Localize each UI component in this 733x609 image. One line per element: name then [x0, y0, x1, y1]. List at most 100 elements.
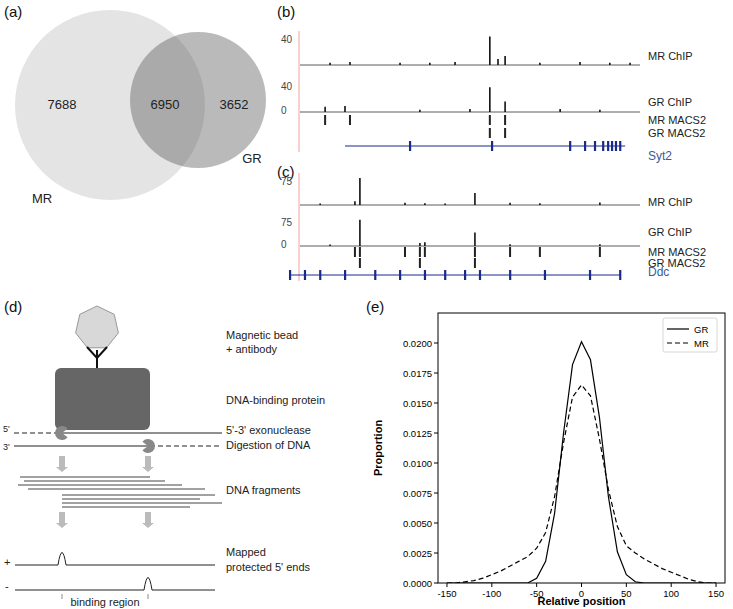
- macs2-peak: [349, 115, 351, 125]
- signal-peak: [469, 109, 471, 112]
- x-tick: [716, 583, 717, 587]
- track-scale: 75: [281, 217, 293, 228]
- panel-label: (e): [366, 298, 384, 315]
- y-tick: [434, 373, 438, 374]
- macs2-peak: [474, 247, 476, 257]
- step-label: 5'-3' exonuclease: [226, 424, 311, 436]
- y-tick-label: 0.0100: [403, 458, 432, 469]
- signal-peak: [539, 63, 541, 65]
- track-scale: 0: [281, 105, 287, 116]
- y-tick-label: 0.0000: [403, 578, 432, 589]
- panel-label: (a): [4, 3, 22, 20]
- signal-peak: [324, 107, 326, 112]
- signal-peak: [599, 202, 601, 205]
- dna-strand: [58, 432, 222, 433]
- dna-fragment: [62, 499, 200, 500]
- macs2-peak: [419, 247, 421, 257]
- gene-exon: [594, 141, 596, 151]
- dna-strand: [14, 445, 150, 446]
- signal-peak: [504, 102, 506, 113]
- caption: binding region: [70, 596, 139, 608]
- x-tick: [491, 583, 492, 587]
- dna-fragment: [62, 507, 190, 508]
- signal-trace: [15, 553, 215, 566]
- x-tick-label: -150: [437, 588, 456, 599]
- gene-exon: [491, 141, 493, 151]
- track-name: MR ChIP: [648, 196, 693, 208]
- signal-peak: [474, 233, 476, 246]
- track-name: MR ChIP: [648, 50, 693, 62]
- plot-area: [447, 342, 716, 583]
- macs2-peak: [359, 247, 361, 257]
- y-tick: [434, 553, 438, 554]
- region-tick: [148, 594, 149, 599]
- x-tick: [671, 583, 672, 587]
- macs2-peak: [504, 115, 506, 125]
- y-tick-label: 0.0150: [403, 398, 432, 409]
- arrow: [56, 512, 68, 528]
- signal-peak: [539, 203, 541, 205]
- y-tick-label: 0.0175: [403, 368, 432, 379]
- macs2-peak: [599, 247, 601, 257]
- dna-strand: [14, 432, 58, 433]
- gene-exon: [409, 141, 411, 151]
- signal-trace: [15, 578, 215, 591]
- gene-name: Ddc: [648, 265, 669, 279]
- gene-exon: [509, 270, 511, 280]
- signal-peak: [497, 59, 499, 65]
- track-scale: 40: [281, 81, 293, 92]
- venn-count: 6950: [151, 97, 180, 112]
- gene-exon: [544, 270, 546, 280]
- gene-exon: [602, 141, 604, 151]
- y-tick: [434, 583, 438, 584]
- step-label: DNA-binding protein: [226, 394, 325, 406]
- gene-exon: [344, 270, 346, 280]
- x-tick-label: 150: [708, 588, 724, 599]
- track-baseline: [300, 205, 640, 206]
- signal-peak: [354, 201, 356, 205]
- venn-circle: [130, 32, 266, 168]
- gene-line: [290, 274, 620, 275]
- signal-label: +: [4, 556, 10, 568]
- gene-exon: [304, 270, 306, 280]
- macs2-peak: [419, 258, 421, 268]
- signal-peak: [329, 63, 331, 65]
- gene-exon: [289, 270, 291, 280]
- macs2-peak: [354, 247, 356, 257]
- y-tick-label: 0.0075: [403, 488, 432, 499]
- signal-peak: [509, 244, 511, 246]
- track-name: GR ChIP: [648, 96, 692, 108]
- step-label: Mapped: [226, 546, 266, 558]
- signal-peak: [344, 106, 346, 112]
- dna-fragment: [62, 495, 215, 496]
- macs2-peak: [324, 115, 326, 125]
- dna-fragment: [24, 481, 165, 482]
- track-scale: 0: [281, 239, 287, 250]
- gene-exon: [619, 141, 621, 151]
- signal-peak: [419, 110, 421, 112]
- figure: (a)768869503652MRGR(b)40MR ChIP400GR ChI…: [0, 0, 733, 609]
- signal-peak: [349, 62, 351, 65]
- y-tick-label: 0.0025: [403, 548, 432, 559]
- gene-exon: [464, 270, 466, 280]
- gene-exon: [399, 270, 401, 280]
- arrow: [142, 456, 154, 472]
- signal-peak: [424, 242, 426, 246]
- macs2-peak: [474, 258, 476, 268]
- gene-exon: [374, 270, 376, 280]
- series-line: [447, 385, 716, 583]
- macs2-peak: [504, 128, 506, 138]
- exonuclease: [142, 439, 155, 453]
- x-tick-label: -100: [482, 588, 501, 599]
- dna-fragment: [18, 485, 182, 486]
- x-tick: [536, 583, 537, 587]
- plot-frame: [438, 313, 725, 583]
- gene-exon: [319, 270, 321, 280]
- gene-exon: [569, 141, 571, 151]
- y-tick: [434, 493, 438, 494]
- gene-exon: [584, 141, 586, 151]
- arrow: [56, 456, 68, 472]
- macs2-peak: [489, 128, 491, 138]
- y-tick: [434, 433, 438, 434]
- track-name: GR MACS2: [648, 127, 705, 139]
